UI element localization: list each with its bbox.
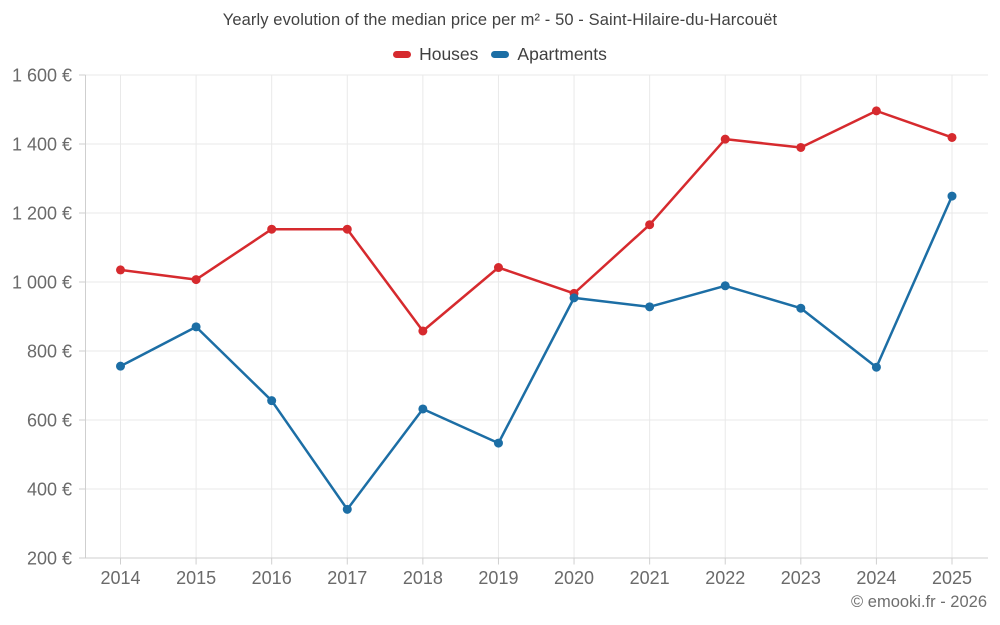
x-tick-label: 2015 xyxy=(176,568,216,588)
houses-point-2018[interactable] xyxy=(418,326,428,336)
x-tick-label: 2018 xyxy=(403,568,443,588)
x-tick-label: 2022 xyxy=(705,568,745,588)
x-tick-label: 2025 xyxy=(932,568,972,588)
y-tick-label: 400 € xyxy=(27,480,72,500)
houses-swatch-icon xyxy=(393,51,412,58)
houses-point-2016[interactable] xyxy=(267,224,277,234)
page-title: Yearly evolution of the median price per… xyxy=(222,11,778,29)
y-tick-label: 1 200 € xyxy=(12,204,72,224)
houses-point-2023[interactable] xyxy=(796,142,806,152)
apartments-series-line xyxy=(119,194,954,511)
x-tick-label: 2016 xyxy=(252,568,292,588)
houses-point-2022[interactable] xyxy=(720,134,730,144)
apartments-point-2025[interactable] xyxy=(947,191,957,201)
apartments-point-2022[interactable] xyxy=(720,281,730,291)
houses-point-2025[interactable] xyxy=(947,132,957,142)
apartments-point-2021[interactable] xyxy=(645,302,655,312)
houses-series-line xyxy=(119,109,954,333)
y-tick-label: 1 000 € xyxy=(12,273,72,293)
apartments-legend-label: Apartments xyxy=(517,44,607,64)
y-tick-label: 1 400 € xyxy=(12,135,72,155)
apartments-point-2015[interactable] xyxy=(191,322,201,332)
houses-point-2015[interactable] xyxy=(191,275,201,285)
y-tick-label: 1 600 € xyxy=(12,66,72,86)
y-tick-label: 200 € xyxy=(27,549,72,569)
x-tick-label: 2017 xyxy=(327,568,367,588)
houses-point-2021[interactable] xyxy=(645,220,655,230)
x-tick-label: 2021 xyxy=(630,568,670,588)
copyright-text: © emooki.fr - 2026 xyxy=(851,593,987,611)
x-tick-label: 2023 xyxy=(781,568,821,588)
apartments-point-2016[interactable] xyxy=(267,396,277,406)
legend-item-houses[interactable]: Houses xyxy=(393,44,478,65)
apartments-point-2019[interactable] xyxy=(493,438,503,448)
x-tick-label: 2014 xyxy=(100,568,140,588)
houses-point-2024[interactable] xyxy=(871,106,881,116)
apartments-point-2014[interactable] xyxy=(116,361,125,371)
houses-point-2014[interactable] xyxy=(116,265,125,275)
houses-point-2019[interactable] xyxy=(493,263,503,273)
y-tick-label: 800 € xyxy=(27,342,72,362)
houses-legend-label: Houses xyxy=(419,44,479,64)
houses-point-2017[interactable] xyxy=(342,224,352,234)
legend-item-apartments[interactable]: Apartments xyxy=(491,44,607,65)
apartments-point-2018[interactable] xyxy=(418,404,428,414)
apartments-point-2024[interactable] xyxy=(871,362,881,372)
apartments-point-2020[interactable] xyxy=(569,293,579,303)
y-tick-label: 600 € xyxy=(27,411,72,431)
x-tick-label: 2024 xyxy=(856,568,896,588)
apartments-point-2023[interactable] xyxy=(796,303,806,313)
x-tick-label: 2019 xyxy=(478,568,518,588)
legend: Houses Apartments xyxy=(0,44,1000,65)
x-tick-label: 2020 xyxy=(554,568,594,588)
apartments-swatch-icon xyxy=(491,51,510,58)
apartments-point-2017[interactable] xyxy=(342,504,352,514)
